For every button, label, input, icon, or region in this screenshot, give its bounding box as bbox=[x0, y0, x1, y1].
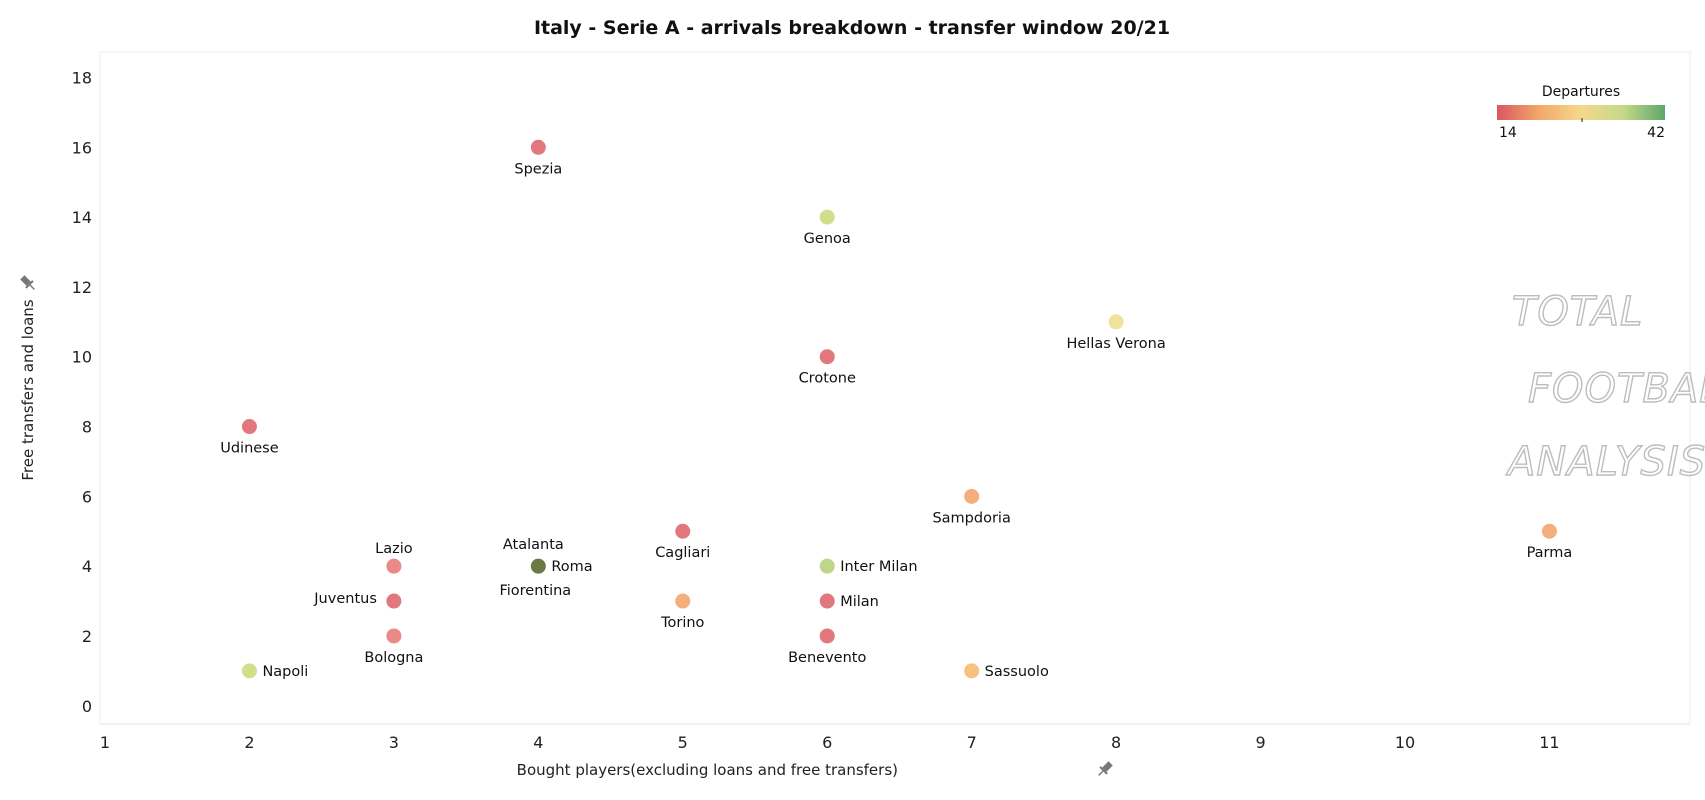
y-tick-label: 6 bbox=[82, 487, 92, 506]
y-tick-label: 12 bbox=[72, 278, 92, 297]
watermark-logo: TOTAL FOOTBALL ANALYSIS bbox=[1504, 288, 1705, 485]
legend-min-label: 14 bbox=[1499, 125, 1517, 141]
point-label: Inter Milan bbox=[840, 559, 917, 575]
watermark-line1: TOTAL bbox=[1512, 289, 1643, 335]
color-legend: Departures 14 42 bbox=[1497, 84, 1665, 141]
point-label: Lazio bbox=[375, 541, 413, 557]
point-label: Benevento bbox=[788, 650, 866, 666]
point-label: Hellas Verona bbox=[1066, 336, 1165, 352]
data-point[interactable] bbox=[675, 523, 691, 539]
data-point[interactable] bbox=[530, 558, 546, 574]
data-point[interactable] bbox=[241, 419, 257, 435]
data-point[interactable] bbox=[819, 209, 835, 225]
y-tick-label: 14 bbox=[72, 208, 92, 227]
data-labels: Spezia Genoa Hellas Verona Crotone Udinese Sa… bbox=[220, 161, 1572, 680]
legend-gradient-bar bbox=[1497, 105, 1665, 120]
data-point[interactable] bbox=[1108, 314, 1124, 330]
x-tick-label: 9 bbox=[1255, 733, 1265, 752]
x-axis-ticks: 1 2 3 4 5 6 7 8 9 10 11 bbox=[100, 733, 1560, 752]
x-tick-label: 4 bbox=[533, 733, 543, 752]
y-tick-label: 18 bbox=[72, 68, 92, 87]
data-point[interactable] bbox=[530, 139, 546, 155]
x-axis-pin-icon[interactable] bbox=[1095, 760, 1114, 779]
point-label: Sampdoria bbox=[932, 510, 1010, 526]
point-label: Crotone bbox=[799, 371, 856, 387]
data-point[interactable] bbox=[386, 628, 402, 644]
data-points bbox=[241, 139, 1557, 679]
data-point[interactable] bbox=[964, 488, 980, 504]
y-tick-label: 8 bbox=[82, 418, 92, 437]
point-label: Torino bbox=[660, 615, 704, 631]
y-axis-label: Free transfers and loans bbox=[19, 299, 37, 480]
chart-title: Italy - Serie A - arrivals breakdown - t… bbox=[534, 17, 1170, 39]
y-axis-ticks: 0 2 4 6 8 10 12 14 16 18 bbox=[72, 68, 92, 715]
point-label: Atalanta bbox=[503, 537, 564, 553]
x-tick-label: 2 bbox=[244, 733, 254, 752]
x-tick-label: 6 bbox=[822, 733, 832, 752]
data-point[interactable] bbox=[386, 558, 402, 574]
data-point[interactable] bbox=[819, 558, 835, 574]
point-label: Spezia bbox=[514, 161, 562, 177]
data-point[interactable] bbox=[819, 628, 835, 644]
data-point[interactable] bbox=[241, 663, 257, 679]
y-tick-label: 0 bbox=[82, 697, 92, 716]
data-point[interactable] bbox=[675, 593, 691, 609]
x-tick-label: 8 bbox=[1111, 733, 1121, 752]
point-label: Parma bbox=[1527, 545, 1573, 561]
point-label: Milan bbox=[840, 594, 879, 610]
point-label: Udinese bbox=[220, 441, 279, 457]
data-point[interactable] bbox=[819, 349, 835, 365]
legend-title: Departures bbox=[1542, 84, 1620, 100]
data-point[interactable] bbox=[819, 593, 835, 609]
x-tick-label: 10 bbox=[1395, 733, 1415, 752]
point-label: Fiorentina bbox=[499, 583, 571, 599]
x-tick-label: 1 bbox=[100, 733, 110, 752]
watermark-line2: FOOTBALL bbox=[1528, 366, 1705, 412]
data-point[interactable] bbox=[964, 663, 980, 679]
y-tick-label: 10 bbox=[72, 348, 92, 367]
point-label: Juventus bbox=[313, 591, 377, 607]
y-tick-label: 2 bbox=[82, 627, 92, 646]
x-tick-label: 11 bbox=[1539, 733, 1559, 752]
legend-max-label: 42 bbox=[1647, 125, 1665, 141]
x-tick-label: 5 bbox=[678, 733, 688, 752]
data-point[interactable] bbox=[1541, 523, 1557, 539]
point-label: Napoli bbox=[262, 664, 308, 680]
x-tick-label: 7 bbox=[967, 733, 977, 752]
data-point[interactable] bbox=[386, 593, 402, 609]
y-axis-pin-icon[interactable] bbox=[19, 274, 38, 293]
y-tick-label: 16 bbox=[72, 138, 92, 157]
point-label: Sassuolo bbox=[985, 664, 1049, 680]
x-axis-label: Bought players(excluding loans and free … bbox=[517, 761, 898, 779]
plot-area bbox=[99, 51, 1691, 725]
point-label: Cagliari bbox=[655, 545, 710, 561]
y-tick-label: 4 bbox=[82, 557, 92, 576]
x-tick-label: 3 bbox=[389, 733, 399, 752]
watermark-line3: ANALYSIS bbox=[1505, 439, 1705, 485]
point-label: Bologna bbox=[364, 650, 423, 666]
point-label: Genoa bbox=[804, 231, 851, 247]
point-label: Roma bbox=[551, 559, 592, 575]
